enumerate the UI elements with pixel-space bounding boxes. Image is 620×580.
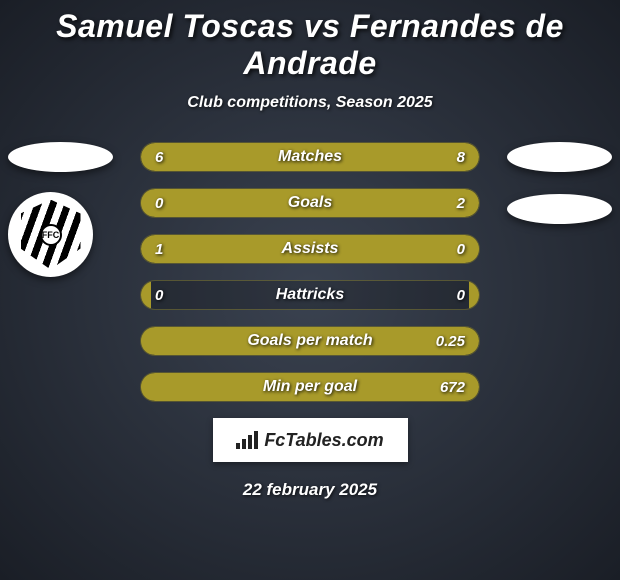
stat-bars: Matches68Goals02Assists10Hattricks00Goal… [140, 142, 480, 402]
stat-label: Matches [141, 143, 479, 171]
stat-row: Goals per match0.25 [140, 326, 480, 356]
stat-row: Assists1 0 [140, 234, 480, 264]
stat-label: Goals [141, 189, 479, 217]
stat-value-right: 672 [440, 373, 465, 401]
footer-date: 22 february 2025 [0, 480, 620, 500]
stat-label: Min per goal [141, 373, 479, 401]
chart-icon [236, 431, 258, 449]
badge-text: FFC [40, 224, 62, 246]
player1-ellipse [8, 142, 113, 172]
brand-text: FcTables.com [264, 430, 383, 451]
stat-row: Matches6 8 [140, 142, 480, 172]
stat-row: Min per goal672 [140, 372, 480, 402]
stat-row: Goals0 2 [140, 188, 480, 218]
stat-label: Assists [141, 235, 479, 263]
left-column: FFC [8, 142, 113, 277]
stat-value-right: 2 [457, 189, 465, 217]
stat-value-left: 0 [155, 281, 163, 309]
content-area: FFC Matches68Goals02Assists10Hattricks00… [0, 142, 620, 402]
comparison-subtitle: Club competitions, Season 2025 [0, 94, 620, 112]
player1-club-badge: FFC [8, 192, 93, 277]
stat-value-right: 0.25 [436, 327, 465, 355]
stat-value-left: 0 [155, 189, 163, 217]
stat-value-right: 8 [457, 143, 465, 171]
right-column [507, 142, 612, 224]
stat-value-left: 6 [155, 143, 163, 171]
player2-ellipse [507, 142, 612, 172]
stat-label: Goals per match [141, 327, 479, 355]
brand-logo: FcTables.com [213, 418, 408, 462]
stat-value-right: 0 [457, 281, 465, 309]
stat-value-left: 1 [155, 235, 163, 263]
stat-label: Hattricks [141, 281, 479, 309]
stat-row: Hattricks0 0 [140, 280, 480, 310]
player2-club-ellipse [507, 194, 612, 224]
stat-value-right: 0 [457, 235, 465, 263]
comparison-title: Samuel Toscas vs Fernandes de Andrade [0, 0, 620, 82]
